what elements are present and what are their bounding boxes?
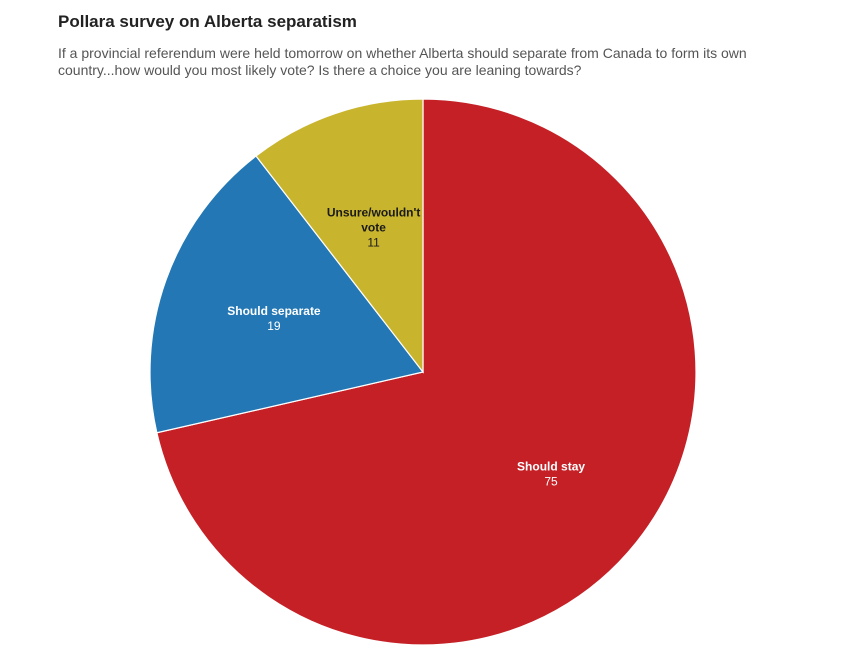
slice-label-should-stay: Should stay 75 bbox=[517, 460, 585, 489]
slice-label-name: Should stay bbox=[517, 460, 585, 474]
pie-slice-unsure-wouldn-t-vote bbox=[255, 98, 424, 374]
pie-slice-should-stay bbox=[156, 98, 697, 646]
slice-label-name: Should separate bbox=[227, 304, 321, 318]
slice-label-name: Unsure/wouldn't bbox=[327, 205, 421, 219]
pie-slices bbox=[149, 98, 697, 646]
slice-label-should-separate: Should separate 19 bbox=[227, 304, 321, 333]
chart-subtitle: If a provincial referendum were held tom… bbox=[58, 45, 747, 78]
chart-title: Pollara survey on Alberta separatism bbox=[58, 12, 357, 31]
slice-label-unsure-wouldn-t-vote: Unsure/wouldn't vote 11 bbox=[327, 205, 421, 249]
slice-label-value: 11 bbox=[367, 235, 380, 249]
pie-slice-should-separate bbox=[149, 155, 425, 434]
slice-label-value: 19 bbox=[267, 319, 281, 333]
slice-label-value: 75 bbox=[544, 475, 558, 489]
slice-label-name: vote bbox=[361, 220, 386, 234]
pie-labels: Should stay 75 Should separate 19 Unsure/wou… bbox=[227, 205, 585, 488]
